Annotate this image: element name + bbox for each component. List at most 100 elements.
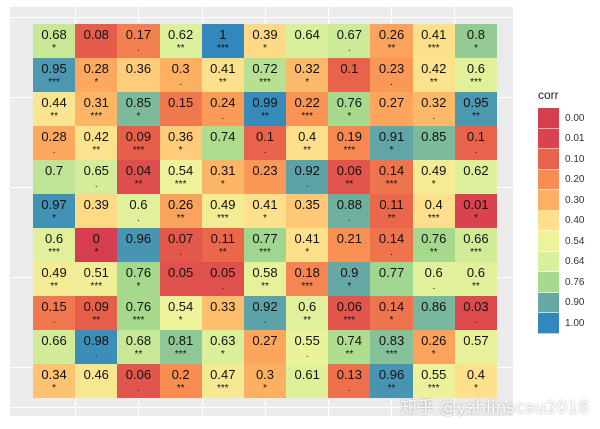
cell-value: 0.4 [298,129,317,144]
legend-label: 0.76 [565,276,585,288]
cell-value: 0.88 [336,197,363,212]
significance-marker: * [220,349,225,360]
heatmap-cell: 0.98. [75,330,118,364]
legend-swatch [538,210,559,231]
cell-value: 0.96 [378,367,405,382]
heatmap-cell: 0.47 *** [201,364,244,398]
cell-value: 0.49 [421,163,447,178]
cell-value: 0.41 [252,197,278,212]
significance-marker: . [347,383,351,394]
heatmap-cell: 0.26 ** [370,24,413,58]
significance-marker: * [305,247,310,258]
significance-marker [348,247,351,259]
significance-marker: * [52,43,57,54]
significance-marker: ** [50,111,58,122]
cell-value: 0.72 [252,61,278,76]
legend-label: 0.64 [565,256,585,268]
significance-marker [95,213,98,225]
cell-value: 0.76 [421,231,447,246]
significance-marker [179,111,182,123]
heatmap-cell: 0.01 * [454,194,497,228]
significance-marker [348,77,351,89]
significance-marker: *** [259,247,271,258]
significance-marker: ** [429,77,438,88]
heatmap-cell: 0.55 *** [412,364,455,398]
heatmap-cell: 0.09 ** [75,296,118,330]
heatmap-cell: 0.64 [286,24,329,58]
cell-value: 0.09 [125,129,152,144]
significance-marker [306,213,309,225]
significance-marker: *** [470,77,482,88]
cell-value: 0.81 [167,333,194,348]
cell-value: 0.97 [41,197,67,212]
significance-marker: . [137,383,140,394]
heatmap-cell: 0.34 * [33,364,76,398]
cell-value: 0.41 [210,61,236,76]
significance-marker [137,77,140,89]
significance-marker: ** [387,383,396,394]
significance-marker: ** [261,111,269,122]
cell-value: 0.95 [463,95,489,110]
significance-marker: *** [470,247,482,258]
heatmap-cell: 0.15. [33,296,76,330]
cell-value: 0.76 [125,299,152,314]
significance-marker: ** [176,43,185,54]
significance-marker: *** [174,349,187,360]
significance-marker [264,179,267,191]
legend-item: 0.76 [538,272,584,293]
significance-marker: ** [429,247,438,258]
cell-value: 0.92 [252,299,278,314]
significance-marker: ** [345,179,354,190]
heatmap-cell: 0.66 [33,330,76,364]
heatmap-cell: 0 * [75,228,118,262]
cell-value: 0.96 [125,231,152,246]
heatmap-cell: 0.17. [117,24,160,58]
cell-value: 0.47 [210,367,236,382]
heatmap-cell: 0.2 ** [159,364,202,398]
heatmap-cell: 0.07. [159,228,202,262]
legend-label: 0.10 [565,153,585,165]
significance-marker [390,111,393,123]
correlation-heatmap: 0.68 * 0.08 0.17. 0.62 ** 1 *** 0.39 * 0.64 0.67.… [33,24,497,398]
heatmap-cell: 0.18 *** [286,262,329,296]
significance-marker: . [347,43,351,54]
significance-marker: . [474,315,478,326]
heatmap-cell: 0.49 ** [33,262,76,296]
heatmap-cell: 0.57 [454,330,497,364]
cell-value: 0.42 [421,61,447,76]
legend-swatch [538,190,559,211]
significance-marker: *** [132,145,145,156]
significance-marker: ** [92,145,101,156]
heatmap-cell: 0.23 [243,160,287,194]
legend-item: 0.64 [538,251,585,272]
cell-value: 0.91 [378,129,405,144]
cell-value: 0.63 [210,333,236,348]
significance-marker: * [473,213,478,224]
heatmap-cell: 0.92. [243,296,287,330]
cell-value: 0.83 [378,333,405,348]
heatmap-cell: 0.74 [201,126,244,160]
significance-marker: . [263,145,267,156]
cell-value: 0.54 [167,299,194,314]
cell-value: 0.6 [466,265,485,280]
significance-marker: *** [301,111,314,122]
cell-value: 0.49 [210,197,236,212]
significance-marker: ** [345,349,354,360]
significance-marker: . [305,179,309,190]
cell-value: 0.3 [171,61,190,76]
cell-value: 0.1 [255,129,275,144]
cell-value: 0.32 [421,95,447,110]
cell-value: 0.54 [167,163,194,178]
heatmap-cell: 0.39 [75,194,118,228]
legend-swatch [538,231,559,252]
heatmap-cell: 0.81 *** [159,330,202,364]
heatmap-cell: 0.6. [117,194,160,228]
significance-marker: . [52,145,56,156]
significance-marker [306,43,309,55]
significance-marker: *** [301,281,314,292]
heatmap-cell: 0.14 * [370,296,413,330]
cell-value: 0.6 [45,231,64,246]
cell-value: 0.31 [210,163,236,178]
cell-value: 0.41 [294,231,320,246]
heatmap-cell: 0.31 * [201,160,244,194]
